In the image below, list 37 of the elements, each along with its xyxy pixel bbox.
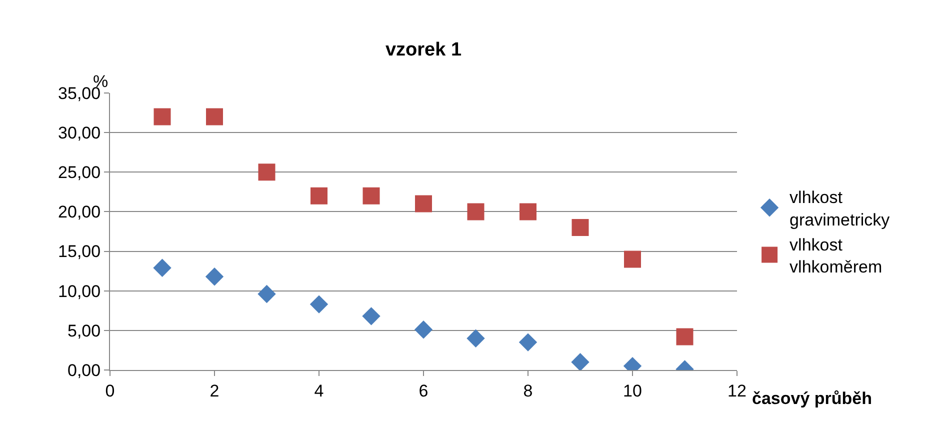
x-tick-label: 2 (210, 381, 220, 400)
point (153, 258, 172, 278)
point (414, 320, 433, 339)
x-tick-label: 10 (623, 381, 642, 400)
point (571, 352, 590, 370)
point (206, 108, 223, 126)
point (362, 187, 380, 204)
point (205, 268, 224, 286)
y-tick-label: 25,00 (58, 163, 101, 182)
point (467, 203, 484, 220)
y-tick-label: 20,00 (58, 202, 101, 222)
x-tick-label: 4 (314, 381, 324, 400)
point (362, 307, 380, 326)
y-tick-label: 10,00 (58, 282, 101, 301)
point (154, 108, 171, 126)
legend-label: vlhkost vlhkoměrem (790, 235, 882, 276)
y-tick-label: 5,00 (68, 321, 101, 340)
point (624, 250, 641, 268)
point (258, 284, 276, 304)
y-tick-label: 0,00 (68, 360, 101, 380)
point (520, 203, 536, 220)
x-tick-label: 6 (418, 381, 428, 400)
y-tick-label: 15,00 (58, 242, 101, 262)
point (572, 219, 589, 236)
x-tick-label: 8 (523, 381, 533, 400)
point (466, 329, 485, 348)
point (415, 195, 432, 212)
x-tick-label: 12 (728, 381, 746, 400)
point (258, 164, 276, 181)
chart-title: vzorek 1 (385, 40, 462, 61)
y-tick-label: 30,00 (58, 124, 101, 143)
point (310, 187, 328, 204)
point (310, 295, 328, 314)
x-axis-title: časový průběh (752, 389, 872, 408)
x-tick-label: 0 (105, 381, 115, 400)
point (676, 328, 694, 346)
point (518, 333, 538, 352)
